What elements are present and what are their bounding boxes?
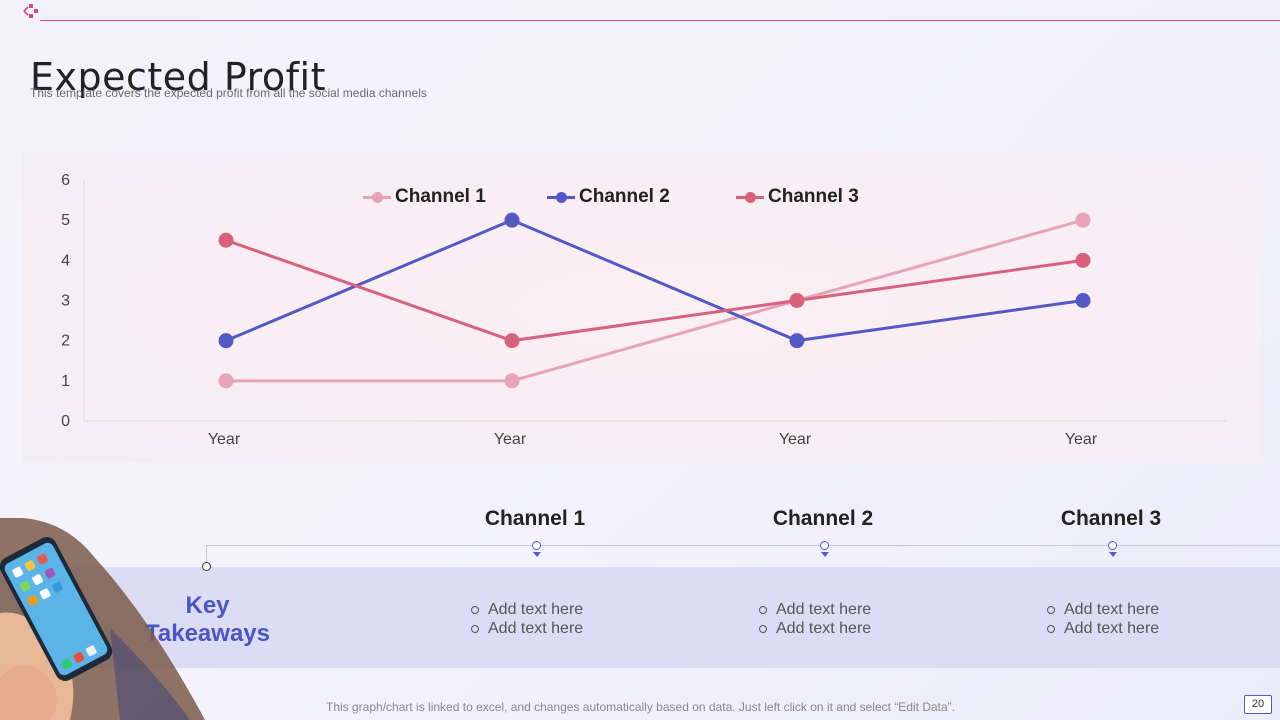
x-tick-label: Year bbox=[208, 431, 241, 448]
data-point-series-3[interactable] bbox=[218, 232, 234, 248]
y-tick-label: 6 bbox=[61, 172, 70, 189]
takeaway-list-channel-1: Add text here Add text here bbox=[470, 600, 583, 638]
timeline-marker-channel-3 bbox=[1108, 541, 1118, 557]
y-tick-label: 5 bbox=[61, 212, 70, 229]
data-point-series-2[interactable] bbox=[218, 333, 234, 349]
series-line-1[interactable] bbox=[226, 218, 1084, 383]
data-point-series-1[interactable] bbox=[504, 373, 520, 389]
takeaway-list-channel-3: Add text here Add text here bbox=[1046, 600, 1159, 638]
data-point-series-3[interactable] bbox=[504, 333, 520, 349]
list-item[interactable]: Add text here bbox=[470, 600, 583, 619]
y-tick-label: 4 bbox=[61, 252, 70, 269]
list-item[interactable]: Add text here bbox=[1046, 600, 1159, 619]
series-line-3[interactable] bbox=[225, 238, 1084, 343]
data-point-series-3[interactable] bbox=[1075, 252, 1091, 268]
series-line-2[interactable] bbox=[225, 218, 1084, 343]
brand-logo-icon bbox=[23, 4, 38, 18]
y-tick-label: 0 bbox=[61, 413, 70, 430]
timeline-connector bbox=[206, 545, 207, 565]
y-tick-label: 1 bbox=[61, 373, 70, 390]
legend-item-series-2[interactable]: Channel 2 bbox=[547, 186, 670, 208]
data-point-series-3[interactable] bbox=[789, 293, 805, 308]
page-number: 20 bbox=[1244, 695, 1272, 714]
x-tick-label: Year bbox=[1065, 431, 1098, 448]
timeline-start-dot bbox=[202, 562, 211, 571]
data-point-series-1[interactable] bbox=[1075, 212, 1091, 228]
takeaway-heading-channel-2: Channel 2 bbox=[772, 507, 874, 530]
takeaway-heading-channel-1: Channel 1 bbox=[484, 507, 586, 530]
data-point-series-2[interactable] bbox=[504, 212, 520, 228]
data-point-series-1[interactable] bbox=[218, 373, 234, 389]
key-takeaways-line-1: Key bbox=[185, 592, 230, 619]
list-item[interactable]: Add text here bbox=[758, 600, 871, 619]
key-takeaways-line-2: Takeaways bbox=[145, 620, 270, 647]
takeaways-band bbox=[0, 567, 1280, 668]
page-title: Expected Profit bbox=[30, 55, 326, 100]
timeline-line bbox=[206, 545, 1280, 546]
key-takeaways-title: Key Takeaways bbox=[120, 592, 295, 648]
y-tick-label: 3 bbox=[61, 293, 70, 310]
legend-item-series-1[interactable]: Channel 1 bbox=[363, 186, 486, 208]
x-tick-label: Year bbox=[494, 431, 527, 448]
x-tick-label: Year bbox=[779, 431, 812, 448]
legend-label: Channel 1 bbox=[395, 186, 486, 207]
list-item[interactable]: Add text here bbox=[758, 619, 871, 638]
list-item[interactable]: Add text here bbox=[1046, 619, 1159, 638]
legend-item-series-3[interactable]: Channel 3 bbox=[736, 186, 859, 208]
footer-note: This graph/chart is linked to excel, and… bbox=[326, 700, 955, 714]
data-point-series-2[interactable] bbox=[1075, 293, 1091, 308]
y-tick-label: 2 bbox=[61, 333, 70, 350]
data-point-series-2[interactable] bbox=[789, 333, 805, 349]
header-divider bbox=[40, 20, 1280, 21]
takeaway-heading-channel-3: Channel 3 bbox=[1060, 507, 1162, 530]
line-chart[interactable]: 0 1 2 3 4 5 6 Year Year Year Year bbox=[0, 0, 1280, 480]
timeline-marker-channel-1 bbox=[532, 541, 542, 557]
hand-holding-phone-illustration bbox=[0, 518, 205, 720]
legend-swatch bbox=[547, 191, 575, 203]
legend-swatch bbox=[363, 191, 391, 203]
chart-panel[interactable] bbox=[22, 153, 1262, 463]
takeaway-list-channel-2: Add text here Add text here bbox=[758, 600, 871, 638]
list-item[interactable]: Add text here bbox=[470, 619, 583, 638]
page-subtitle: This template covers the expected profit… bbox=[30, 86, 427, 100]
legend-swatch bbox=[736, 191, 764, 203]
legend-label: Channel 3 bbox=[768, 186, 859, 207]
legend-label: Channel 2 bbox=[579, 186, 670, 207]
timeline-marker-channel-2 bbox=[820, 541, 830, 557]
